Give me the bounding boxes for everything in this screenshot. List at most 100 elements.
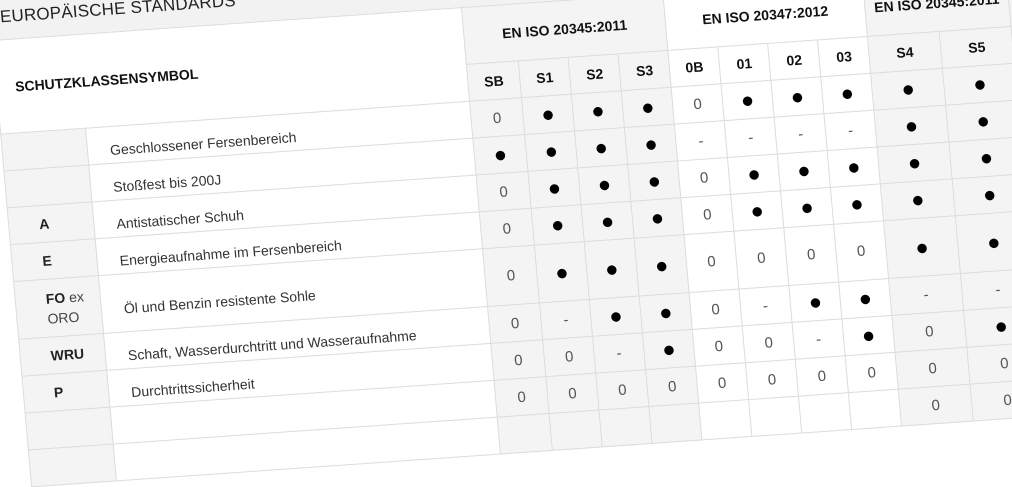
filled-dot-icon: ●: [584, 238, 640, 300]
filled-dot-icon: ●: [827, 147, 881, 188]
class-column-header: 0B: [667, 46, 721, 88]
filled-dot-icon: ●: [942, 63, 1012, 106]
class-column-header: 01: [717, 43, 771, 84]
protection-code: E: [41, 252, 53, 269]
optional-value: 0: [645, 366, 699, 407]
protection-code-cell: [0, 128, 89, 171]
optional-value: 0: [795, 355, 849, 397]
optional-value: 0: [671, 83, 725, 125]
optional-value: [848, 389, 902, 430]
class-column-header: 03: [817, 36, 871, 77]
filled-dot-icon: ●: [627, 160, 681, 202]
filled-dot-icon: ●: [883, 215, 961, 279]
protection-code-cell: [25, 407, 114, 450]
not-applicable-value: -: [960, 268, 1012, 311]
filled-dot-icon: ●: [720, 80, 775, 121]
not-applicable-value: -: [539, 299, 593, 340]
optional-value: [748, 396, 802, 437]
filled-dot-icon: ●: [870, 68, 946, 111]
filled-dot-icon: ●: [574, 127, 628, 168]
optional-value: 0: [595, 369, 649, 411]
filled-dot-icon: ●: [955, 210, 1012, 274]
optional-value: [549, 410, 603, 451]
optional-value: 0: [891, 310, 967, 353]
optional-value: 0: [476, 171, 532, 212]
optional-value: 0: [845, 352, 899, 393]
optional-value: 0: [487, 302, 543, 344]
not-applicable-value: -: [592, 332, 646, 374]
filled-dot-icon: ●: [838, 278, 892, 319]
optional-value: 0: [545, 373, 599, 414]
filled-dot-icon: ●: [952, 173, 1012, 216]
filled-dot-icon: ●: [589, 295, 643, 337]
filled-dot-icon: ●: [630, 197, 685, 239]
filled-dot-icon: ●: [577, 164, 631, 205]
optional-value: 0: [833, 220, 889, 283]
filled-dot-icon: ●: [639, 292, 693, 333]
optional-value: [497, 413, 553, 455]
protection-code-cell: [3, 165, 92, 208]
filled-dot-icon: ●: [624, 124, 678, 165]
optional-value: 0: [970, 379, 1012, 421]
filled-dot-icon: ●: [880, 178, 956, 221]
optional-value: 0: [692, 325, 746, 367]
filled-dot-icon: ●: [777, 150, 831, 191]
class-column-header: S4: [867, 31, 943, 74]
class-column-header: S5: [939, 26, 1012, 69]
protection-code: P: [53, 383, 64, 401]
filled-dot-icon: ●: [877, 141, 953, 184]
filled-dot-icon: ●: [830, 183, 884, 225]
filled-dot-icon: ●: [873, 105, 949, 148]
protection-code: WRU: [50, 345, 85, 364]
protection-code: FO: [45, 289, 66, 307]
protection-code: A: [38, 215, 51, 233]
not-applicable-value: -: [674, 120, 728, 161]
optional-value: [698, 399, 752, 440]
filled-dot-icon: ●: [531, 204, 585, 246]
optional-value: 0: [490, 339, 546, 381]
protection-code-cell: E: [10, 238, 99, 282]
protection-code-cell: A: [7, 201, 96, 245]
not-applicable-value: -: [724, 117, 778, 158]
optional-value: [648, 403, 702, 444]
optional-value: 0: [542, 336, 596, 377]
filled-dot-icon: ●: [634, 234, 690, 296]
filled-dot-icon: ●: [788, 282, 842, 323]
optional-value: 0: [783, 224, 839, 286]
filled-dot-icon: ●: [841, 315, 896, 356]
filled-dot-icon: ●: [642, 329, 696, 370]
filled-dot-icon: ●: [727, 153, 781, 195]
protection-code-alt: ORO: [46, 308, 80, 327]
filled-dot-icon: ●: [527, 167, 582, 209]
optional-value: 0: [695, 362, 749, 404]
optional-value: 0: [689, 289, 743, 330]
class-column-header: S1: [518, 57, 572, 98]
protection-code-suffix: ex: [68, 287, 85, 305]
optional-value: 0: [684, 231, 739, 293]
filled-dot-icon: ●: [621, 87, 675, 128]
filled-dot-icon: ●: [730, 190, 784, 232]
optional-value: 0: [469, 97, 525, 139]
optional-value: 0: [677, 157, 731, 198]
optional-value: 0: [898, 384, 974, 426]
filled-dot-icon: ●: [521, 94, 575, 135]
filled-dot-icon: ●: [948, 136, 1012, 179]
filled-dot-icon: ●: [770, 76, 824, 118]
optional-value: 0: [482, 245, 540, 307]
optional-value: 0: [895, 347, 971, 390]
filled-dot-icon: ●: [820, 73, 874, 114]
optional-value: [798, 392, 852, 433]
class-column-header: SB: [466, 60, 522, 102]
optional-value: 0: [733, 227, 789, 290]
not-applicable-value: -: [738, 285, 793, 326]
optional-value: 0: [966, 342, 1012, 385]
optional-value: 0: [493, 376, 550, 418]
filled-dot-icon: ●: [780, 187, 834, 228]
not-applicable-value: -: [792, 318, 846, 360]
protection-code-cell: P: [21, 370, 110, 414]
optional-value: 0: [745, 359, 799, 400]
optional-value: [598, 406, 653, 447]
class-column-header: 02: [767, 39, 821, 81]
